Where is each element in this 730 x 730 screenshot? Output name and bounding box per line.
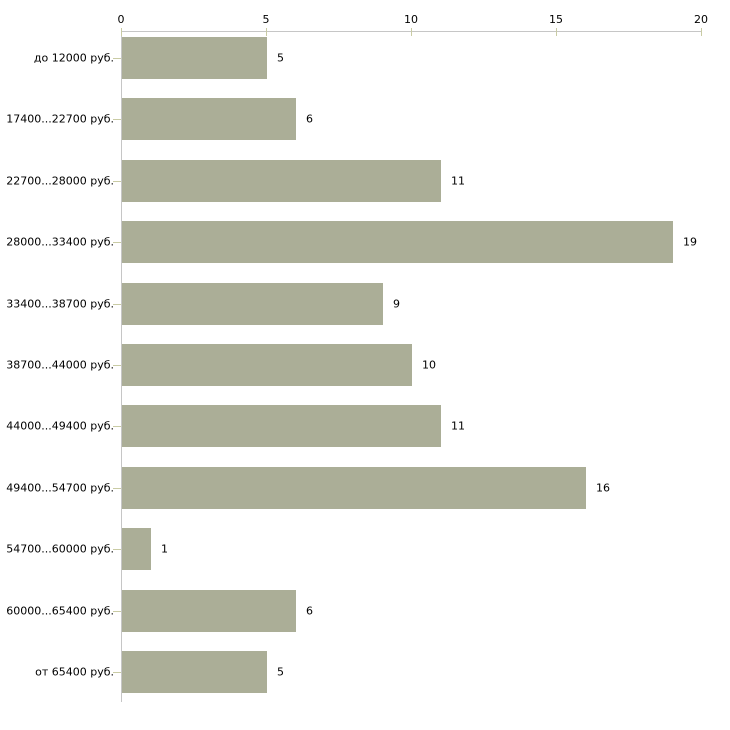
bar — [122, 37, 267, 79]
y-axis-tick — [113, 611, 121, 612]
bar — [122, 590, 296, 632]
bar — [122, 405, 441, 447]
y-axis-tick — [113, 549, 121, 550]
value-label: 6 — [306, 112, 313, 126]
x-axis-tick — [701, 28, 702, 36]
value-label: 16 — [596, 481, 610, 495]
x-axis-tick-label: 15 — [549, 13, 563, 26]
value-label: 10 — [422, 358, 436, 372]
category-label: 44000...49400 руб. — [6, 419, 114, 433]
bar — [122, 221, 673, 263]
y-axis-tick — [113, 426, 121, 427]
value-label: 9 — [393, 297, 400, 311]
y-axis-tick — [113, 488, 121, 489]
x-axis-tick — [121, 28, 122, 36]
x-axis-tick-label: 10 — [404, 13, 418, 26]
y-axis-tick — [113, 365, 121, 366]
bar — [122, 467, 586, 509]
y-axis-tick — [113, 181, 121, 182]
x-axis-tick-label: 0 — [117, 13, 125, 26]
value-label: 6 — [306, 604, 313, 618]
category-label: 17400...22700 руб. — [6, 112, 114, 126]
value-label: 5 — [277, 665, 284, 679]
value-label: 11 — [451, 419, 465, 433]
category-label: 54700...60000 руб. — [6, 542, 114, 556]
bar — [122, 98, 296, 140]
category-label: 38700...44000 руб. — [6, 358, 114, 372]
bar — [122, 528, 151, 570]
bar — [122, 283, 383, 325]
category-label: 60000...65400 руб. — [6, 604, 114, 618]
value-label: 1 — [161, 542, 168, 556]
y-axis-line — [121, 31, 122, 702]
category-label: 22700...28000 руб. — [6, 174, 114, 188]
category-label: 28000...33400 руб. — [6, 235, 114, 249]
y-axis-tick — [113, 672, 121, 673]
bar — [122, 160, 441, 202]
x-axis-tick — [266, 28, 267, 36]
bar — [122, 651, 267, 693]
y-axis-tick — [113, 242, 121, 243]
category-label: до 12000 руб. — [33, 51, 114, 65]
x-axis-tick-label: 20 — [694, 13, 708, 26]
x-axis-tick-label: 5 — [262, 13, 270, 26]
x-axis-tick — [411, 28, 412, 36]
y-axis-tick — [113, 119, 121, 120]
value-label: 19 — [683, 235, 697, 249]
bar — [122, 344, 412, 386]
category-label: 33400...38700 руб. — [6, 297, 114, 311]
y-axis-tick — [113, 304, 121, 305]
y-axis-tick — [113, 58, 121, 59]
category-label: от 65400 руб. — [35, 665, 114, 679]
value-label: 5 — [277, 51, 284, 65]
x-axis-tick — [556, 28, 557, 36]
value-label: 11 — [451, 174, 465, 188]
category-label: 49400...54700 руб. — [6, 481, 114, 495]
